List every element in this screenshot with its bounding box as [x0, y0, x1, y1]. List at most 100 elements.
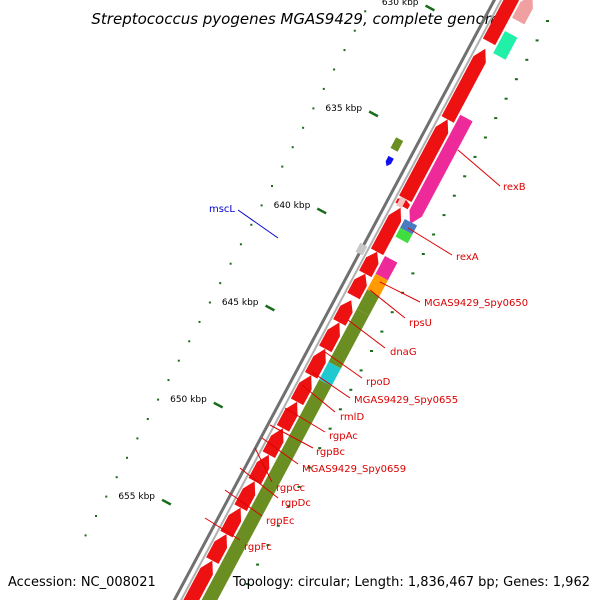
- gc-dot-inner: [432, 233, 436, 236]
- gc-dot-inner: [256, 563, 260, 566]
- cds-red-arrow: [319, 322, 340, 353]
- cds-red-arrow: [359, 251, 379, 278]
- cds-red-arrow: [399, 119, 449, 203]
- gene-leader-line: [311, 371, 351, 399]
- backbone-line-inner: [180, 0, 503, 600]
- cds-red-arrow: [370, 207, 402, 256]
- gc-dot-inner: [442, 214, 446, 217]
- gc-dot-outer: [322, 87, 325, 90]
- cds-red-arrow: [183, 560, 213, 600]
- cds-red-arrow: [248, 454, 270, 485]
- gene-leader-line: [204, 517, 241, 541]
- gc-dot-outer: [229, 262, 232, 265]
- gene-leader-line: [254, 447, 273, 483]
- gc-dot-inner: [483, 136, 487, 139]
- gc-dot-outer: [167, 379, 170, 382]
- gene-leader-line: [237, 209, 279, 239]
- gc-dot-outer: [126, 456, 128, 459]
- gene-features: [183, 0, 533, 600]
- gc-dot-outer: [333, 68, 336, 71]
- tick-mark: [161, 498, 172, 506]
- gc-dot-inner: [535, 39, 539, 42]
- backbone-line-outer: [172, 0, 497, 600]
- feature-blue-small: [385, 155, 394, 167]
- gc-dot-outer: [105, 495, 108, 498]
- cds-lane2-feature: [512, 0, 533, 25]
- tick-mark: [368, 110, 379, 118]
- tick-mark: [424, 4, 435, 12]
- gc-dot-outer: [312, 107, 315, 110]
- gene-label: rexA: [456, 252, 479, 263]
- gene-labels: rexB rexA mscL MGAS9429_Spy0650 rpsU dnaG rpoD…: [204, 149, 528, 553]
- tick-label: 650 kbp: [170, 395, 207, 405]
- gene-label: MGAS9429_Spy0659: [302, 464, 406, 475]
- cds-red-arrow: [305, 348, 326, 379]
- gc-dot-outer: [115, 476, 118, 479]
- gc-dot-outer: [353, 29, 356, 32]
- gc-dot-inner: [245, 583, 249, 585]
- tick-label: 655 kbp: [118, 492, 155, 502]
- gene-label: dnaG: [390, 347, 417, 358]
- gc-dot-inner: [421, 253, 425, 255]
- gene-label: rgpBc: [316, 447, 345, 458]
- feature-olive-block: [390, 137, 404, 152]
- gene-leader-line: [239, 467, 279, 499]
- gc-dot-outer: [188, 340, 191, 343]
- genome-backbone: [172, 0, 503, 600]
- gene-label: rpsU: [409, 318, 432, 329]
- gc-dot-inner: [338, 408, 342, 411]
- gene-label: mscL: [209, 204, 235, 215]
- tick-label: 645 kbp: [222, 298, 259, 308]
- gc-dot-outer: [95, 515, 97, 517]
- gene-label: rgpEc: [266, 516, 294, 527]
- gene-leader-line: [269, 424, 314, 449]
- cds-lane2-feature: [395, 227, 413, 244]
- gene-label: MGAS9429_Spy0655: [354, 395, 458, 406]
- cds-red-arrow: [482, 0, 519, 46]
- gc-dot-outer: [198, 320, 201, 323]
- cds-red-arrow: [276, 401, 298, 432]
- tick-mark: [316, 207, 327, 215]
- gc-dot-outer: [219, 282, 222, 285]
- gene-label: rgpCc: [276, 483, 305, 494]
- gene-leader-line: [347, 319, 386, 349]
- gc-dot-inner: [266, 544, 270, 547]
- gc-dot-inner: [514, 78, 518, 81]
- gene-label: MGAS9429_Spy0650: [424, 298, 528, 309]
- cds-lane2-feature: [367, 273, 388, 297]
- gc-dot-outer: [343, 49, 346, 52]
- gc-dot-outer: [208, 301, 211, 304]
- gene-label: rgpAc: [329, 431, 358, 442]
- feature-gray-small: [355, 242, 368, 256]
- tick-label: 635 kbp: [325, 104, 362, 114]
- gc-dot-outer: [302, 126, 305, 129]
- cds-red-arrow: [290, 375, 312, 406]
- gene-label: rexB: [503, 182, 526, 193]
- gc-dot-inner: [328, 427, 332, 430]
- tick-label: 640 kbp: [274, 201, 311, 211]
- gc-dot-outer: [364, 10, 367, 13]
- gene-leader-line: [224, 489, 263, 517]
- gc-dot-outer: [239, 243, 242, 246]
- tick-mark: [213, 401, 224, 409]
- gc-dot-inner: [287, 505, 291, 508]
- gc-dot-outer: [281, 165, 284, 168]
- gene-label: rgpFc: [244, 542, 272, 553]
- gc-dot-outer: [271, 185, 273, 187]
- gc-dot-inner: [380, 330, 384, 333]
- cds-lane2-feature: [328, 309, 370, 369]
- kbp-ticks: 630 kbp 635 kbp 640 kbp 645 kbp 650 kbp 655 k…: [118, 0, 435, 506]
- tick-mark: [264, 304, 275, 312]
- gc-dot-inner: [463, 175, 467, 178]
- gc-dot-inner: [276, 524, 280, 527]
- gene-leader-line: [324, 351, 363, 379]
- genome-summary-text: Topology: circular; Length: 1,836,467 bp…: [232, 575, 590, 590]
- accession-text: Accession: NC_008021: [8, 575, 156, 590]
- cds-lane2-feature: [409, 114, 473, 224]
- gene-label: rgpDc: [281, 498, 311, 509]
- gc-dot-inner: [504, 97, 508, 100]
- cds-lane2-feature: [493, 31, 518, 60]
- gc-dot-outer: [177, 359, 180, 362]
